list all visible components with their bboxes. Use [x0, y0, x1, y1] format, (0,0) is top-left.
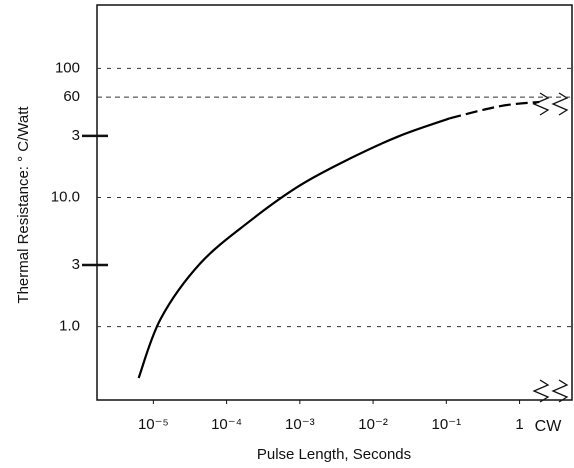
x-tick-label: 10⁻⁴	[211, 416, 242, 433]
break-mark	[532, 379, 550, 403]
y-tick-label: 1.0	[59, 318, 80, 335]
x-axis-label: Pulse Length, Seconds	[257, 446, 411, 463]
y-tick-label: 3	[72, 127, 80, 144]
y-axis-label: Thermal Resistance: ° C/Watt	[15, 106, 32, 304]
plot-frame	[96, 4, 573, 401]
break-mark	[551, 379, 569, 403]
curve	[137, 117, 450, 379]
axis-break-marks	[532, 92, 569, 403]
y-tick-label: 60	[63, 88, 80, 105]
x-tick-label: 10⁻⁵	[138, 416, 169, 433]
break-mark	[532, 92, 550, 116]
x-tick-label: 1	[515, 416, 523, 433]
y-tick-label: 100	[55, 59, 80, 76]
x-tick-label: 10⁻²	[358, 416, 388, 433]
break-mark	[551, 92, 569, 116]
x-tick-label: 10⁻³	[285, 416, 315, 433]
curve	[449, 100, 540, 120]
y-tick-label: 3	[72, 256, 80, 273]
cw-label: CW	[535, 418, 563, 435]
y-tick-label: 10.0	[51, 188, 80, 205]
x-tick-label: 10⁻¹	[432, 416, 462, 433]
